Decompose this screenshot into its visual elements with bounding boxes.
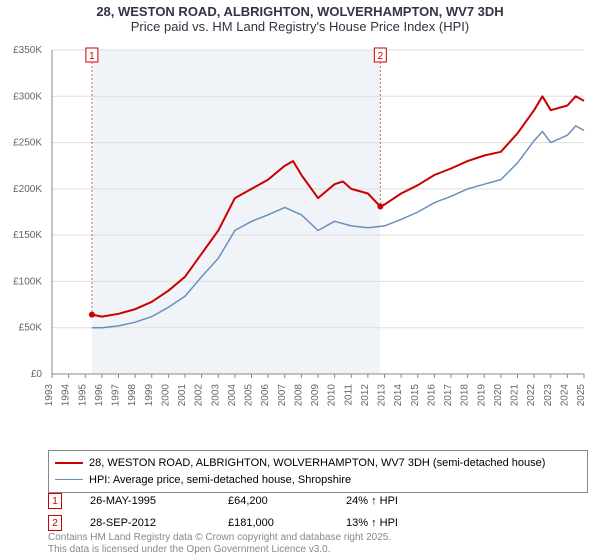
marker-badge-icon: 2 xyxy=(48,515,62,531)
svg-text:2007: 2007 xyxy=(277,384,288,407)
svg-text:2009: 2009 xyxy=(310,384,321,407)
svg-text:1998: 1998 xyxy=(127,384,138,407)
svg-text:1999: 1999 xyxy=(144,384,155,407)
svg-text:£300K: £300K xyxy=(13,91,42,102)
svg-text:£150K: £150K xyxy=(13,230,42,241)
svg-text:2005: 2005 xyxy=(244,384,255,407)
svg-text:£50K: £50K xyxy=(19,323,43,334)
svg-text:1993: 1993 xyxy=(44,384,55,407)
svg-text:£350K: £350K xyxy=(13,45,42,56)
svg-text:2015: 2015 xyxy=(410,384,421,407)
svg-text:2023: 2023 xyxy=(543,384,554,407)
legend-label: 28, WESTON ROAD, ALBRIGHTON, WOLVERHAMPT… xyxy=(89,455,545,472)
sale-markers: 1 26-MAY-1995 £64,200 24% ↑ HPI 2 28-SEP… xyxy=(48,490,588,534)
title-line2: Price paid vs. HM Land Registry's House … xyxy=(0,19,600,34)
svg-text:2016: 2016 xyxy=(426,384,437,407)
svg-text:£0: £0 xyxy=(31,369,43,380)
svg-text:2018: 2018 xyxy=(460,384,471,407)
svg-text:2024: 2024 xyxy=(559,384,570,407)
legend-label: HPI: Average price, semi-detached house,… xyxy=(89,472,351,489)
svg-text:2004: 2004 xyxy=(227,384,238,407)
svg-text:£250K: £250K xyxy=(13,138,42,149)
svg-text:£200K: £200K xyxy=(13,184,42,195)
legend-item: HPI: Average price, semi-detached house,… xyxy=(55,472,581,489)
svg-text:1994: 1994 xyxy=(61,384,72,407)
svg-text:2008: 2008 xyxy=(293,384,304,407)
footer-line2: This data is licensed under the Open Gov… xyxy=(48,544,391,556)
marker-date: 26-MAY-1995 xyxy=(90,495,200,507)
footer-attribution: Contains HM Land Registry data © Crown c… xyxy=(48,532,391,556)
svg-text:2006: 2006 xyxy=(260,384,271,407)
svg-text:2022: 2022 xyxy=(526,384,537,407)
svg-text:2025: 2025 xyxy=(576,384,587,407)
footer-line1: Contains HM Land Registry data © Crown c… xyxy=(48,532,391,544)
svg-text:1997: 1997 xyxy=(111,384,122,407)
legend-item: 28, WESTON ROAD, ALBRIGHTON, WOLVERHAMPT… xyxy=(55,455,581,472)
svg-text:2013: 2013 xyxy=(377,384,388,407)
marker-change: 13% ↑ HPI xyxy=(346,517,456,529)
marker-price: £181,000 xyxy=(228,517,318,529)
marker-badge-icon: 1 xyxy=(48,493,62,509)
svg-text:2019: 2019 xyxy=(476,384,487,407)
legend-swatch-property xyxy=(55,462,83,464)
svg-text:2: 2 xyxy=(378,51,384,62)
marker-change: 24% ↑ HPI xyxy=(346,495,456,507)
legend: 28, WESTON ROAD, ALBRIGHTON, WOLVERHAMPT… xyxy=(48,450,588,493)
chart-title: 28, WESTON ROAD, ALBRIGHTON, WOLVERHAMPT… xyxy=(0,0,600,36)
svg-text:2012: 2012 xyxy=(360,384,371,407)
svg-text:2011: 2011 xyxy=(343,384,354,406)
svg-text:2003: 2003 xyxy=(210,384,221,407)
svg-text:2010: 2010 xyxy=(327,384,338,407)
chart-plot: £0£50K£100K£150K£200K£250K£300K£350K1993… xyxy=(48,44,588,414)
marker-price: £64,200 xyxy=(228,495,318,507)
svg-text:2014: 2014 xyxy=(393,384,404,407)
svg-text:1995: 1995 xyxy=(77,384,88,407)
chart-svg: £0£50K£100K£150K£200K£250K£300K£350K1993… xyxy=(48,44,588,414)
legend-swatch-hpi xyxy=(55,479,83,480)
marker-row: 1 26-MAY-1995 £64,200 24% ↑ HPI xyxy=(48,490,588,512)
marker-row: 2 28-SEP-2012 £181,000 13% ↑ HPI xyxy=(48,512,588,534)
svg-text:1996: 1996 xyxy=(94,384,105,407)
title-line1: 28, WESTON ROAD, ALBRIGHTON, WOLVERHAMPT… xyxy=(0,4,600,19)
svg-text:£100K: £100K xyxy=(13,276,42,287)
svg-text:2021: 2021 xyxy=(510,384,521,407)
chart-container: 28, WESTON ROAD, ALBRIGHTON, WOLVERHAMPT… xyxy=(0,0,600,560)
marker-date: 28-SEP-2012 xyxy=(90,517,200,529)
svg-text:2000: 2000 xyxy=(160,384,171,407)
svg-text:2002: 2002 xyxy=(194,384,205,407)
svg-text:2020: 2020 xyxy=(493,384,504,407)
svg-text:1: 1 xyxy=(89,51,95,62)
svg-text:2017: 2017 xyxy=(443,384,454,407)
svg-text:2001: 2001 xyxy=(177,384,188,407)
